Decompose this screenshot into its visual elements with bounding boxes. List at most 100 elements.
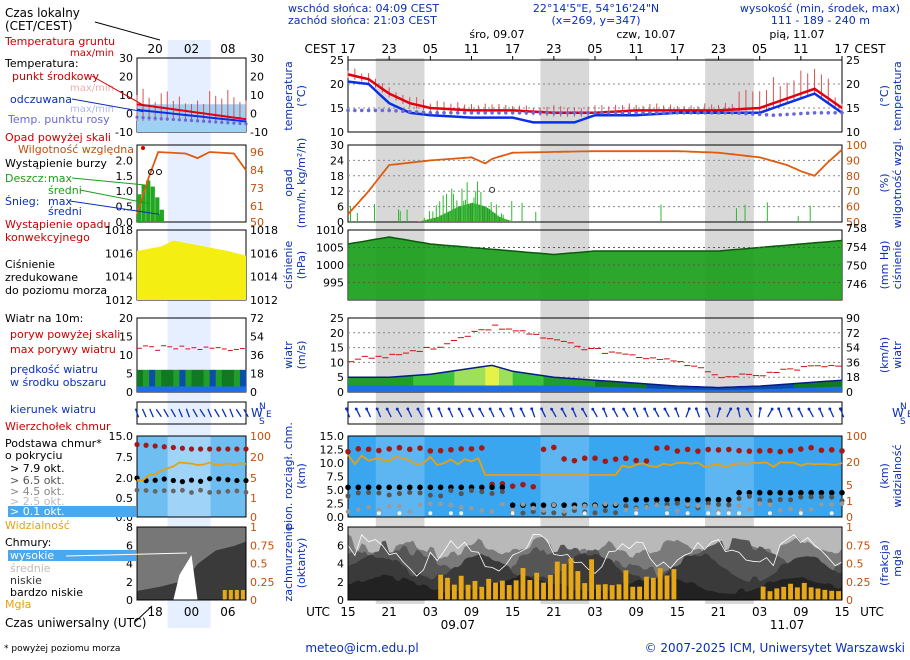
y-tick: 746 — [846, 278, 867, 291]
legend-storm: Wystąpienie burzy — [5, 157, 107, 170]
cloud-base-dot-low — [376, 490, 382, 496]
wind-speed-band — [649, 384, 654, 392]
cloud-base-dot — [458, 484, 465, 491]
utc-tick: 09 — [629, 605, 644, 619]
wind-speed-band — [756, 386, 761, 392]
legend-tick: 73 — [250, 182, 264, 195]
wind-direction-head — [550, 407, 553, 411]
cloud-base-dot-scattered — [757, 501, 762, 507]
legend-direction-arrow — [178, 408, 183, 418]
legend-pointer — [71, 98, 144, 113]
legend-fog: Mgła — [5, 598, 31, 611]
dew-point-dot — [346, 108, 350, 113]
cloud-base-dot-low — [746, 493, 752, 499]
tz-label-left: CEST — [305, 42, 337, 56]
utc-tick: 21 — [382, 605, 397, 619]
cloud-top-dot — [581, 455, 588, 462]
legend-tick: 0.5 — [116, 201, 134, 214]
cloud-top-dot — [592, 455, 598, 462]
precip-mid-bar — [486, 207, 489, 222]
wind-direction-head — [718, 407, 722, 411]
legend-dew-dot — [153, 116, 157, 120]
cloud-base-dot — [715, 496, 722, 503]
wind-direction-arrow — [448, 408, 454, 418]
wind-speed-band — [694, 386, 699, 392]
cloud-base-dot-scattered — [438, 501, 443, 507]
legend-local-time-tz: (CET/CEST) — [5, 19, 73, 33]
cloud-base-dot-low — [479, 489, 485, 495]
y-tick: 0.0 — [327, 511, 345, 524]
wind-speed-band — [783, 384, 788, 392]
panel-frame-prec — [347, 144, 843, 223]
y-tick: 15 — [330, 342, 344, 355]
precip-mid-bar — [483, 206, 486, 222]
wind-speed-band — [423, 374, 428, 392]
dew-point-dot — [778, 113, 783, 117]
wind-speed-band — [540, 375, 544, 392]
wind-direction-arrow — [561, 408, 567, 418]
wind-speed-band — [358, 377, 363, 392]
legend-pointer — [79, 189, 150, 205]
contact-email[interactable]: meteo@icm.edu.pl — [305, 641, 418, 655]
cloud-base-dot-scattered — [500, 501, 505, 507]
cloud-base-dot-low — [829, 494, 835, 500]
wind-direction-arrow — [695, 408, 701, 418]
legend-dew-dot — [195, 119, 200, 123]
utc-tick: 03 — [587, 605, 602, 619]
cloud-base-dot-scattered — [366, 504, 371, 510]
legend-okt25: > 2.5 okt. — [10, 495, 65, 508]
wind-direction-arrow — [654, 408, 660, 418]
legend-tick: 2 — [126, 576, 133, 589]
wind-speed-band — [584, 379, 589, 392]
wind-speed-band — [821, 381, 826, 392]
legend-pointer — [94, 21, 161, 41]
cloud-base-dot-low — [623, 503, 629, 509]
cloud-base-dot-scattered — [747, 506, 752, 512]
cloud-base-dot-few — [829, 511, 834, 516]
wind-speed-band — [519, 372, 524, 392]
local-time-tick: 11 — [793, 42, 808, 56]
y-tick: 20 — [330, 78, 344, 91]
y-tick: 6 — [337, 539, 344, 552]
wind-speed-band — [529, 373, 534, 392]
cloud-base-dot-low — [674, 500, 680, 506]
legend-tick: 96 — [250, 146, 264, 159]
wind-speed-band — [351, 377, 356, 392]
y-tick: 1000 — [316, 259, 344, 272]
wind-speed-band — [718, 387, 723, 392]
wind-speed-band — [430, 374, 435, 392]
cloud-base-dot-scattered — [489, 509, 495, 514]
precip-mid-bar — [440, 215, 443, 222]
utc-date: 09.07 — [441, 618, 475, 632]
dew-point-dot — [723, 111, 728, 115]
cloud-top-dot — [478, 445, 485, 451]
wind-speed-band — [416, 375, 421, 392]
local-time-tick: 05 — [587, 42, 602, 56]
wind-speed-band — [732, 387, 737, 392]
legend-direction-arrow — [170, 408, 177, 418]
legend-wind-band — [173, 369, 180, 392]
legend-tick: 15 — [119, 331, 133, 344]
cloud-base-dot-few — [376, 511, 381, 516]
y-tick: 25 — [330, 54, 344, 67]
y-tick: 12 — [330, 185, 344, 198]
wind-speed-band — [348, 377, 352, 392]
local-time-tick: 17 — [340, 42, 355, 56]
legend-dew-dot — [183, 118, 188, 122]
precip-mid-bar — [497, 215, 499, 222]
precip-mid-bar — [488, 209, 491, 222]
local-time-tick: 17 — [670, 42, 685, 56]
cloud-top-dot — [417, 445, 423, 451]
wind-speed-band — [831, 380, 836, 392]
wind-direction-head — [745, 407, 749, 411]
fog-bar — [760, 586, 766, 600]
legend-rain-bar — [155, 197, 160, 222]
legend-dew-dot — [208, 120, 212, 124]
y-tick: 0.25 — [846, 576, 871, 589]
dew-point-dot — [483, 111, 488, 115]
legend-wind-band — [167, 369, 174, 392]
wind-direction-arrow — [778, 408, 783, 418]
utc-tick: 03 — [752, 605, 767, 619]
cloud-base-dot-low — [345, 493, 351, 499]
wind-speed-band — [509, 370, 514, 392]
